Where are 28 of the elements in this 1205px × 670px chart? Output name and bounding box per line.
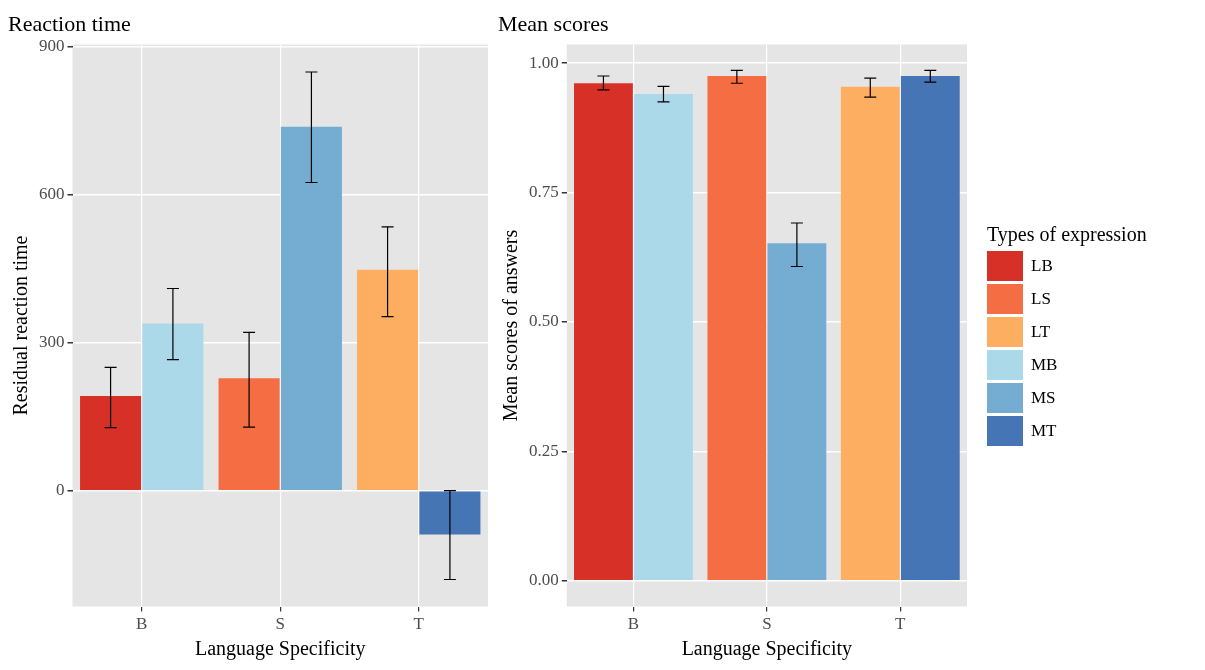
y-tick-label: 900 <box>39 36 65 56</box>
x-tick-label: S <box>275 614 285 634</box>
legend-label: LB <box>1031 256 1053 276</box>
y-tick-label: 0.00 <box>529 570 559 590</box>
y-axis-title: Mean scores of answers <box>499 229 522 422</box>
chart-title: Mean scores <box>498 10 609 36</box>
x-axis-title: Language Specificity <box>681 637 853 661</box>
x-tick-label: B <box>136 614 148 634</box>
y-tick-label: 0 <box>56 480 65 500</box>
y-tick-label: 600 <box>39 184 65 204</box>
legend-title: Types of expression <box>987 222 1147 246</box>
x-axis-title: Language Specificity <box>195 637 366 661</box>
x-tick-label: T <box>413 614 425 634</box>
legend-label: MB <box>1031 355 1058 375</box>
legend-label: LT <box>1031 322 1051 342</box>
y-tick-label: 0.50 <box>529 311 559 331</box>
y-axis-title: Residual reaction time <box>9 235 32 416</box>
y-tick-label: 0.25 <box>529 440 559 460</box>
x-tick-label: S <box>762 614 772 634</box>
legend-label: MS <box>1031 388 1056 408</box>
x-tick-label: T <box>895 614 907 634</box>
y-tick-label: 1.00 <box>529 52 559 72</box>
y-tick-label: 0.75 <box>529 181 559 201</box>
y-tick-label: 300 <box>39 332 65 352</box>
chart-title: Reaction time <box>8 10 131 36</box>
legend-label: MT <box>1031 421 1057 441</box>
x-tick-label: B <box>627 614 640 634</box>
legend-label: LS <box>1031 289 1051 309</box>
